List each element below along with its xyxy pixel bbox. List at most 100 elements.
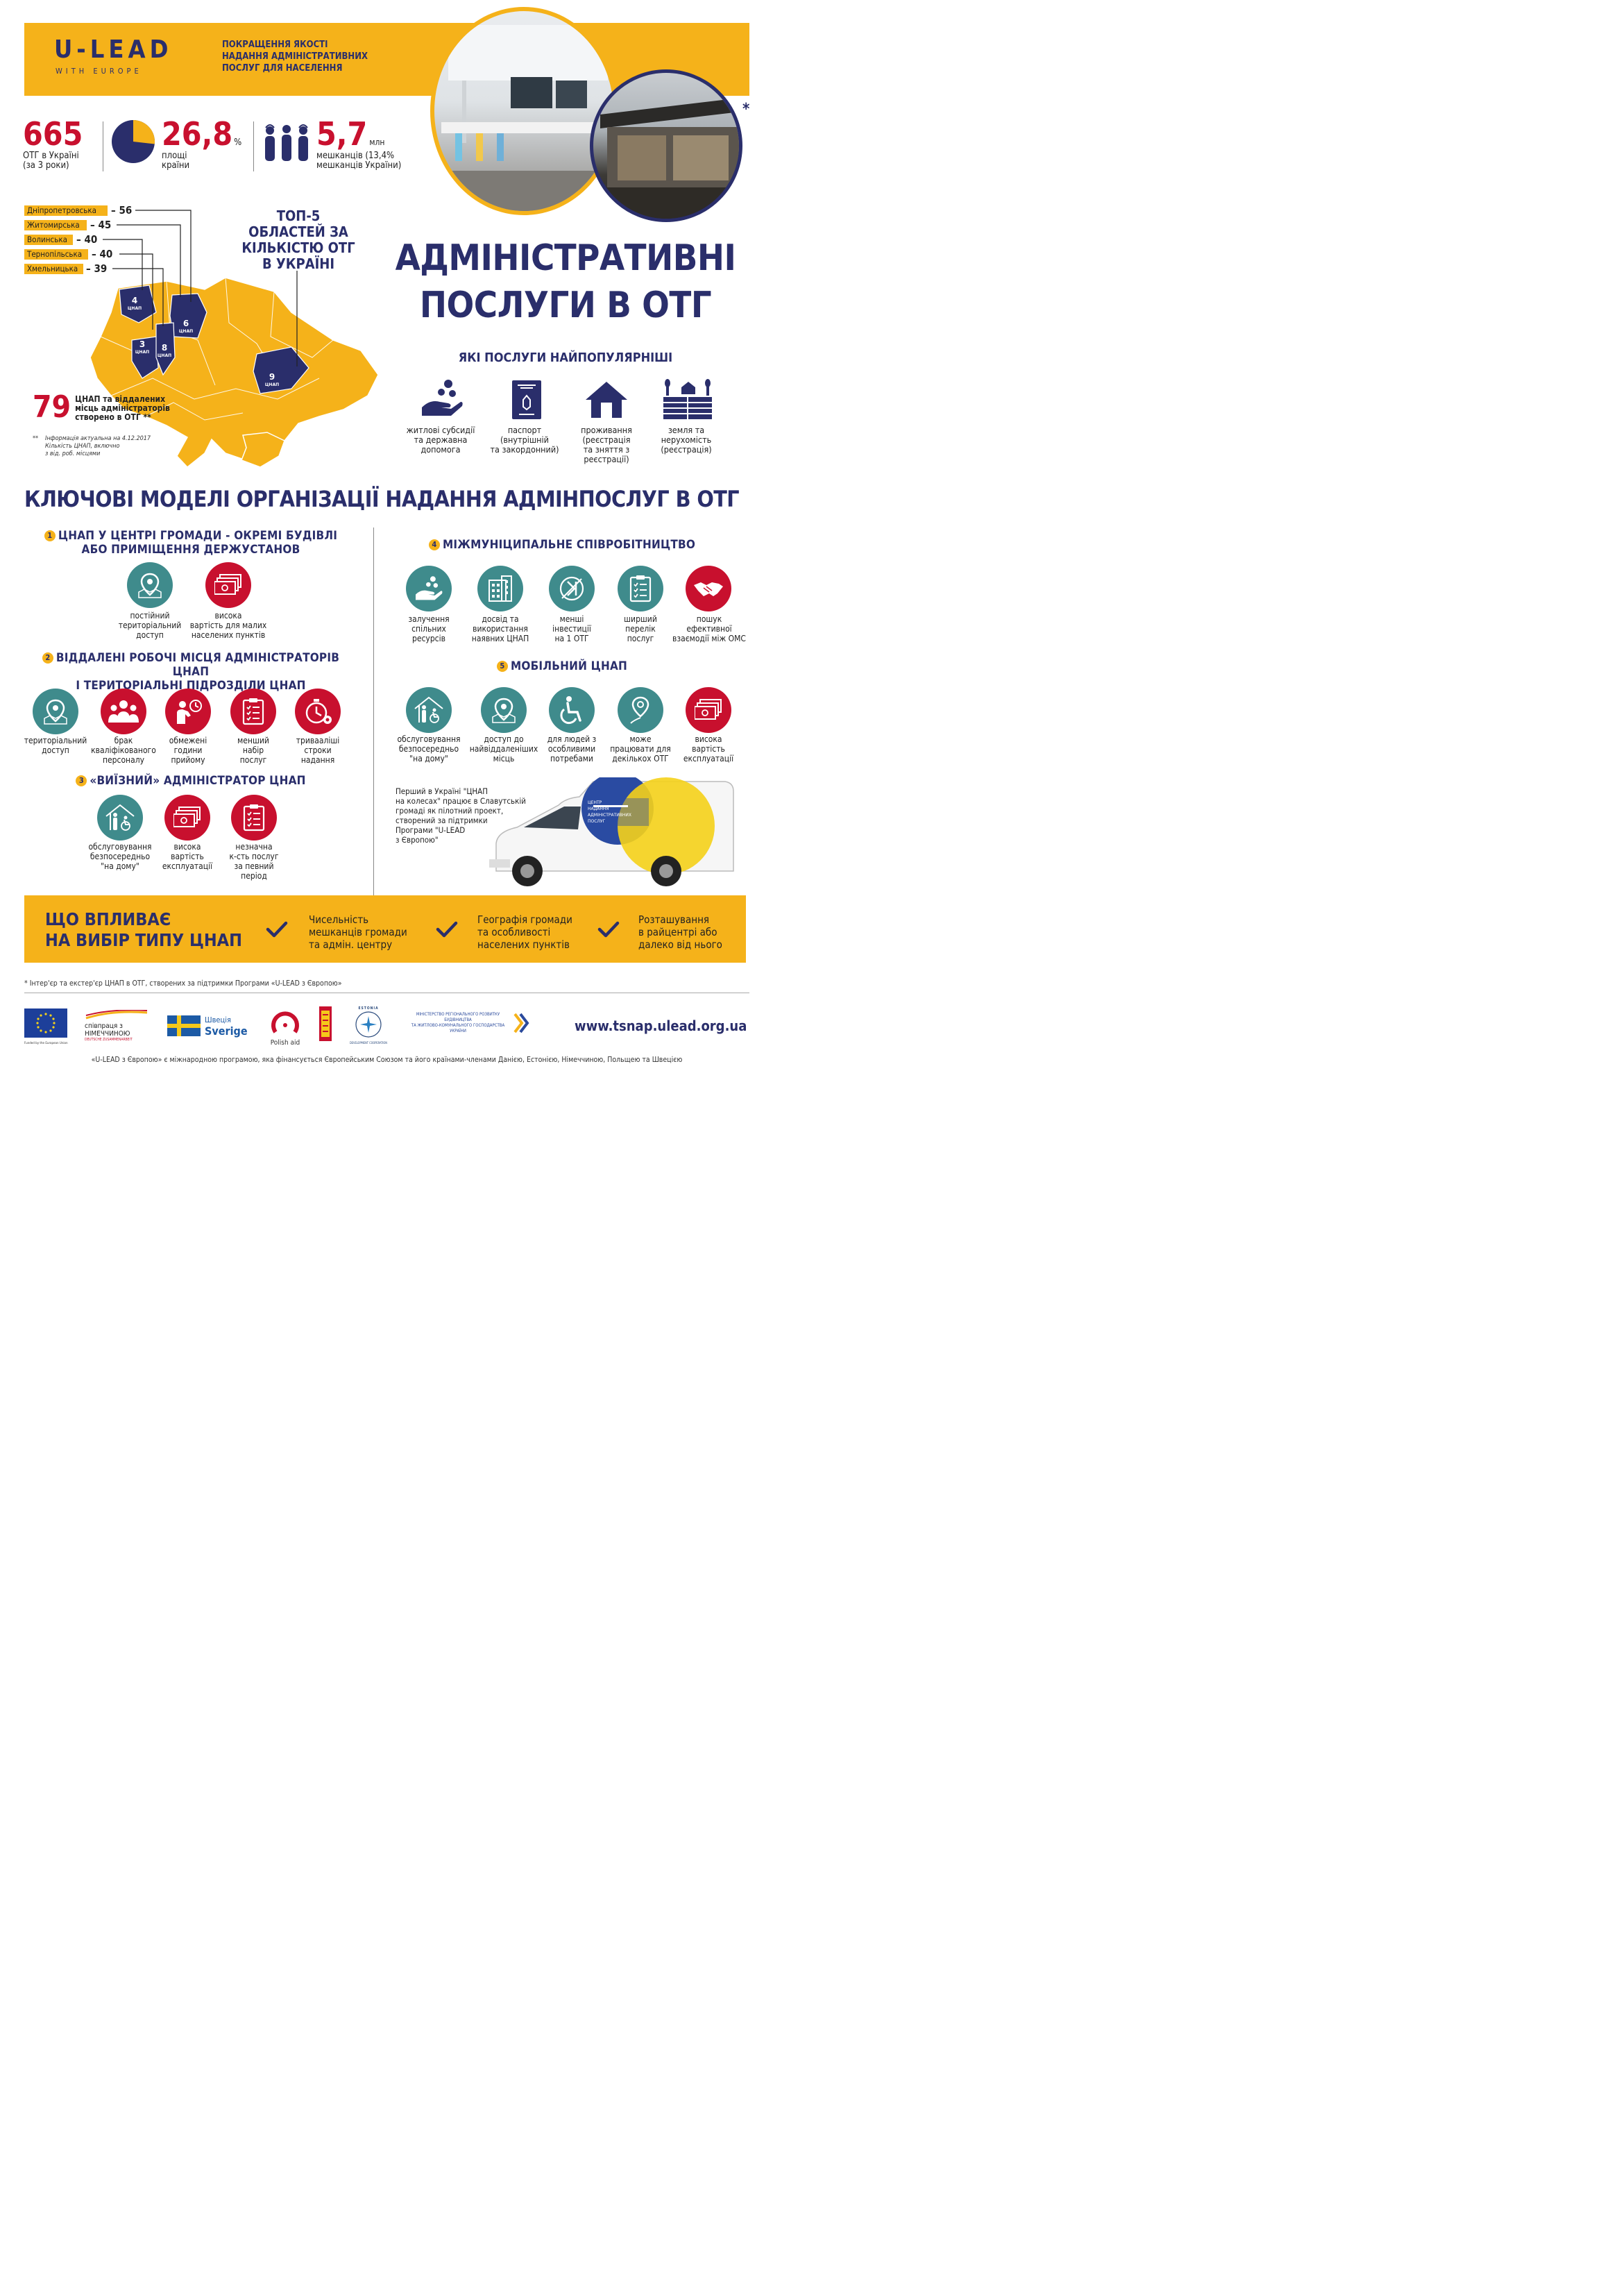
- m5-label-1: доступ до найвіддаленіших місць: [469, 734, 538, 763]
- pie-chart-area: [112, 120, 155, 163]
- germany-logo: співпраця з НІМЕЧЧИНОЮ DEUTSCHE ZUSAMMEN…: [85, 1009, 151, 1043]
- stat-otg-label: ОТГ в Україні (за 3 роки): [23, 151, 79, 171]
- interior-illustration: [434, 25, 613, 211]
- m3-label-0: обслуговування безпосередньо "на дому": [88, 842, 152, 871]
- m1-money-icon: [205, 562, 251, 608]
- region-dnipro-value: – 56: [111, 204, 133, 217]
- m5-label-4: висока вартість експлуатації: [683, 734, 734, 763]
- models-divider: [373, 527, 374, 895]
- germany-swoosh-icon: [85, 1009, 148, 1020]
- model-3-title: 3 «ВИЇЗНИЙ» АДМІНІСТРАТОР ЦНАП: [42, 774, 340, 788]
- m4-building-icon: [477, 566, 523, 611]
- passport-icon: [512, 380, 541, 419]
- van-sign-line-3: ПОСЛУГ: [588, 819, 606, 824]
- m3-home-visit-icon: [97, 795, 143, 841]
- dnipro-region: [253, 346, 309, 394]
- estonia-logo: ESTONIA DEVELOPMENT COOPERATION: [350, 1006, 387, 1045]
- m4-label-3: ширший перелік послуг: [624, 614, 657, 643]
- m3-label-2: незначна к-сть послуг за певний період: [229, 842, 279, 881]
- m2-label-3: менший набір послуг: [237, 736, 269, 765]
- m3-label-1: висока вартість експлуатації: [162, 842, 213, 871]
- map-label-khmelnytskyi-text: ЦНАП: [158, 353, 171, 358]
- eu-logo: Funded by the European Union: [24, 1008, 68, 1045]
- m5-money-icon: [686, 687, 731, 733]
- m5-wheelchair-icon: [549, 687, 595, 733]
- zhytomyr-region: [169, 293, 207, 339]
- stat-divider: [253, 121, 254, 171]
- van-sign-line-2: АДМІНІСТРАТИВНИХ: [588, 813, 631, 818]
- map-label-volyn-text: ЦНАП: [128, 306, 142, 311]
- stat-population-unit: млн: [369, 137, 385, 147]
- popular-label-land: земля та нерухомість (реєстрація): [661, 425, 712, 455]
- m4-checklist-icon: [618, 566, 663, 611]
- m2-label-4: тривааліші строки надання: [296, 736, 340, 765]
- photo-asterisk: *: [742, 101, 750, 118]
- m4-handshake-icon: [686, 566, 731, 611]
- house-icon: [586, 382, 627, 418]
- m2-label-1: брак кваліфікованого персоналу: [91, 736, 156, 765]
- m2-label-2: обмежені години прийому: [169, 736, 207, 765]
- stat-population-value: 5,7: [316, 115, 368, 153]
- map-footnote: ** Інформація актуальна на 4.12.2017 Кіл…: [33, 435, 151, 457]
- m5-home-visit-icon: [406, 687, 452, 733]
- m5-label-2: для людей з особливими потребами: [547, 734, 597, 763]
- khmelnytskyi-region: [155, 322, 176, 376]
- map-label-dnipro-text: ЦНАП: [265, 382, 279, 387]
- sweden-logo: Швеція Sverige: [167, 1015, 248, 1037]
- factor-1: Географія громади та особливості населених…: [477, 913, 572, 951]
- m1-map-pin-icon: [127, 562, 173, 608]
- m5-label-0: обслуговування безпосередньо "на дому": [397, 734, 461, 763]
- stat-population: 5,7 млн мешканців (13,4% мешканців Україн…: [316, 118, 401, 171]
- region-zhytomyr: Житомирська: [24, 220, 87, 230]
- ternopil-region: [131, 336, 159, 379]
- model-1-number: 1: [44, 530, 56, 541]
- ministry-chevron-icon: [513, 1013, 529, 1033]
- factor-2: Розташування в райцентрі або далеко від нь…: [638, 913, 722, 951]
- created-count: 79 ЦНАП та віддалених місць адміністрато…: [33, 392, 170, 423]
- m3-money-icon: [164, 795, 210, 841]
- popular-label-subsidies: житлові субсидії та державна допомога: [406, 425, 475, 455]
- map-label-ternopil-text: ЦНАП: [135, 350, 149, 355]
- factor-0: Чисельність мешканців громади та адмін. це…: [309, 913, 407, 951]
- region-volyn-value: – 40: [76, 233, 98, 246]
- popular-label-residence: проживання (реєстрація та зняття з реєстрац…: [581, 425, 632, 464]
- stat-area: 26,8% площі країни: [162, 118, 241, 171]
- logo-main: U-LEAD: [54, 35, 173, 64]
- interior-photo: [430, 7, 618, 215]
- bottom-note: «U-LEAD з Європою» є міжнародною програм…: [91, 1056, 683, 1064]
- m2-stopwatch-icon: [295, 689, 341, 734]
- m3-checklist-icon: [231, 795, 277, 841]
- region-leader-lines: [103, 210, 298, 366]
- stat-otg-value: 665: [23, 115, 83, 153]
- people-icon: [265, 124, 308, 161]
- stat-population-label: мешканців (13,4% мешканців України): [316, 151, 402, 171]
- models-title: КЛЮЧОВІ МОДЕЛІ ОРГАНІЗАЦІЇ НАДАННЯ АДМІН…: [24, 486, 740, 512]
- header-tagline: ПОКРАЩЕННЯ ЯКОСТІ НАДАННЯ АДМІНІСТРАТИВН…: [222, 40, 368, 74]
- model-3-number: 3: [76, 775, 87, 786]
- m1-label-0: постійний територіальний доступ: [118, 611, 182, 640]
- factors-band: [24, 895, 746, 963]
- m2-people-icon: [101, 689, 146, 734]
- mobile-cnap-van: ЦЕНТР НАДАННЯ АДМІНІСТРАТИВНИХ ПОСЛУГ: [489, 777, 734, 886]
- denmark-coat-icon: [319, 1006, 332, 1041]
- map-label-dnipro-num: 9: [269, 372, 275, 382]
- check-icon: [436, 921, 458, 938]
- ministry-logo: МІНІСТЕРСТВО РЕГІОНАЛЬНОГО РОЗВИТКУ БУДІ…: [402, 1012, 530, 1034]
- stat-area-label: площі країни: [162, 151, 190, 171]
- stat-otg: 665 ОТГ в Україні (за 3 роки): [23, 118, 83, 171]
- region-zhytomyr-value: – 45: [90, 219, 112, 231]
- map-label-zhytomyr-num: 6: [183, 319, 189, 328]
- m4-reduced-cost-icon: [549, 566, 595, 611]
- van-sign-line-1: НАДАННЯ: [588, 807, 609, 811]
- polish-aid-icon: [271, 1011, 299, 1033]
- region-ternopil: Тернопільська: [24, 249, 88, 260]
- stat-area-unit: %: [234, 137, 242, 148]
- website-link[interactable]: www.tsnap.ulead.org.ua: [575, 1018, 747, 1034]
- m4-label-4: пошук ефективної взаємодії між ОМС: [672, 614, 746, 643]
- volyn-region: [119, 285, 157, 323]
- check-icon: [597, 921, 620, 938]
- map-label-zhytomyr-text: ЦНАП: [179, 329, 193, 334]
- exterior-photo: [590, 69, 742, 222]
- m2-map-pin-icon: [33, 689, 78, 734]
- top5-title: ТОП-5 ОБЛАСТЕЙ ЗА КІЛЬКІСТЮ ОТГ В УКРАЇН…: [241, 208, 355, 272]
